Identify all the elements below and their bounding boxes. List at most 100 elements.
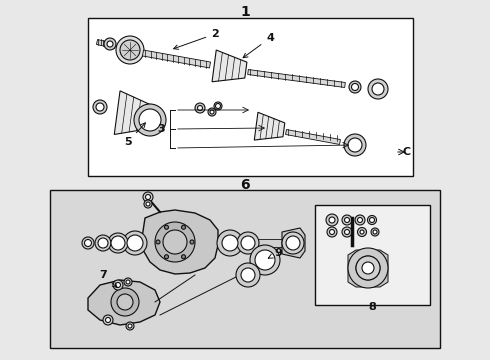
Circle shape bbox=[128, 324, 132, 328]
Circle shape bbox=[250, 245, 280, 275]
Circle shape bbox=[105, 318, 111, 323]
Circle shape bbox=[327, 227, 337, 237]
Circle shape bbox=[356, 256, 380, 280]
Circle shape bbox=[208, 108, 216, 116]
Circle shape bbox=[241, 236, 255, 250]
Text: 2: 2 bbox=[173, 29, 219, 49]
Polygon shape bbox=[88, 280, 160, 325]
Circle shape bbox=[111, 288, 139, 316]
Polygon shape bbox=[282, 228, 305, 258]
Circle shape bbox=[143, 192, 153, 202]
Circle shape bbox=[139, 109, 161, 131]
Circle shape bbox=[351, 84, 359, 90]
Circle shape bbox=[216, 104, 220, 108]
Circle shape bbox=[127, 235, 143, 251]
Circle shape bbox=[146, 194, 150, 199]
Circle shape bbox=[108, 233, 128, 253]
Polygon shape bbox=[286, 130, 341, 144]
Circle shape bbox=[344, 230, 349, 234]
Text: C: C bbox=[403, 147, 411, 157]
Circle shape bbox=[236, 263, 260, 287]
Text: 4: 4 bbox=[243, 33, 274, 58]
Bar bbox=[315, 205, 430, 305]
Circle shape bbox=[104, 38, 116, 50]
Circle shape bbox=[371, 228, 379, 236]
Circle shape bbox=[190, 240, 194, 244]
Polygon shape bbox=[142, 210, 218, 274]
Circle shape bbox=[210, 110, 214, 114]
Circle shape bbox=[124, 278, 132, 286]
Circle shape bbox=[329, 230, 335, 234]
Circle shape bbox=[98, 238, 108, 248]
Circle shape bbox=[144, 200, 152, 208]
Circle shape bbox=[84, 239, 92, 247]
Circle shape bbox=[282, 232, 304, 254]
Text: 3: 3 bbox=[157, 124, 165, 134]
Circle shape bbox=[93, 100, 107, 114]
Circle shape bbox=[123, 231, 147, 255]
Circle shape bbox=[356, 256, 380, 280]
Circle shape bbox=[214, 102, 222, 110]
Circle shape bbox=[358, 217, 363, 222]
Text: 7: 7 bbox=[99, 270, 117, 287]
Circle shape bbox=[146, 202, 150, 206]
Polygon shape bbox=[97, 40, 116, 49]
Circle shape bbox=[329, 217, 335, 223]
Circle shape bbox=[181, 255, 186, 259]
Circle shape bbox=[156, 240, 160, 244]
Circle shape bbox=[373, 230, 377, 234]
Circle shape bbox=[116, 283, 121, 288]
Circle shape bbox=[111, 236, 125, 250]
Circle shape bbox=[103, 315, 113, 325]
Circle shape bbox=[165, 225, 169, 229]
Bar bbox=[50, 190, 440, 348]
Circle shape bbox=[95, 235, 111, 251]
Circle shape bbox=[195, 103, 205, 113]
Circle shape bbox=[369, 217, 374, 222]
Polygon shape bbox=[212, 50, 247, 82]
Circle shape bbox=[348, 248, 388, 288]
Text: 9: 9 bbox=[269, 248, 282, 258]
Bar bbox=[88, 18, 413, 176]
Circle shape bbox=[126, 280, 130, 284]
Circle shape bbox=[126, 322, 134, 330]
Circle shape bbox=[107, 41, 113, 47]
Polygon shape bbox=[143, 50, 211, 68]
Text: 6: 6 bbox=[240, 178, 250, 192]
Circle shape bbox=[368, 216, 376, 225]
Circle shape bbox=[241, 268, 255, 282]
Circle shape bbox=[355, 215, 365, 225]
Circle shape bbox=[344, 217, 349, 222]
Circle shape bbox=[197, 105, 202, 111]
Circle shape bbox=[326, 214, 338, 226]
Polygon shape bbox=[254, 112, 285, 140]
Circle shape bbox=[342, 215, 352, 225]
Circle shape bbox=[372, 83, 384, 95]
Circle shape bbox=[82, 237, 94, 249]
Circle shape bbox=[349, 81, 361, 93]
Circle shape bbox=[368, 79, 388, 99]
Circle shape bbox=[222, 235, 238, 251]
Text: 1: 1 bbox=[240, 5, 250, 19]
Text: 5: 5 bbox=[124, 123, 146, 147]
Circle shape bbox=[342, 227, 352, 237]
Circle shape bbox=[181, 225, 186, 229]
Circle shape bbox=[362, 262, 374, 274]
Text: 8: 8 bbox=[368, 302, 376, 312]
Circle shape bbox=[360, 230, 364, 234]
Circle shape bbox=[134, 104, 166, 136]
Circle shape bbox=[120, 40, 140, 60]
Circle shape bbox=[286, 236, 300, 250]
Circle shape bbox=[237, 232, 259, 254]
Polygon shape bbox=[247, 69, 345, 87]
Polygon shape bbox=[258, 239, 285, 247]
Circle shape bbox=[116, 36, 144, 64]
Circle shape bbox=[255, 250, 275, 270]
Circle shape bbox=[117, 294, 133, 310]
Circle shape bbox=[348, 138, 362, 152]
Circle shape bbox=[217, 230, 243, 256]
Circle shape bbox=[358, 228, 367, 237]
Polygon shape bbox=[348, 250, 388, 287]
Circle shape bbox=[344, 134, 366, 156]
Circle shape bbox=[113, 280, 123, 290]
